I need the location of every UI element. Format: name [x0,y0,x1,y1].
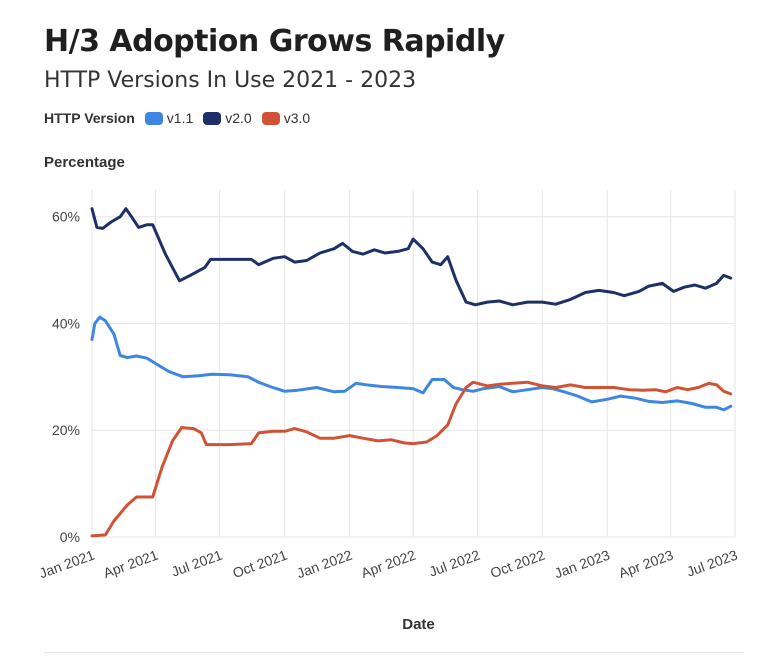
y-tick-label: 0% [60,529,80,545]
legend: HTTP Version v1.1 v2.0 v3.0 [44,110,320,126]
x-tick-label: Oct 2021 [230,546,289,581]
x-tick-label: Apr 2023 [616,546,675,581]
x-tick-label: Jul 2021 [169,546,224,579]
legend-swatch-v20 [203,111,222,125]
legend-label-v30: v3.0 [283,110,311,126]
y-axis-title: Percentage [44,154,125,171]
legend-label-v20: v2.0 [225,110,252,126]
footer-divider [44,652,744,653]
series-line-v11[interactable] [90,315,733,412]
x-tick-label: Oct 2022 [488,546,547,581]
series-line-v30[interactable] [90,380,733,538]
axis-labels-layer: 0%20%40%60%Jan 2021 Apr 2021 Jul 2021 Oct 2… [37,209,740,633]
series-line-v20[interactable] [90,207,733,307]
legend-item-v20[interactable]: v2.0 [203,110,252,126]
y-tick-label: 60% [52,209,80,225]
line-layer [90,207,733,538]
chart-subtitle: HTTP Versions In Use 2021 - 2023 [44,68,417,93]
chart-title: H/3 Adoption Grows Rapidly [44,24,505,59]
grid-layer [91,190,736,538]
x-tick-label: Apr 2021 [101,546,160,581]
legend-title: HTTP Version [44,110,135,126]
legend-swatch-v11 [144,111,163,125]
x-tick-label: Jul 2023 [684,546,739,579]
legend-label-v11: v1.1 [166,110,194,126]
legend-item-v11[interactable]: v1.1 [144,110,194,126]
x-tick-label: Jul 2022 [427,546,482,579]
y-tick-label: 20% [52,422,80,438]
x-tick-label: Jan 2021 [37,546,97,581]
legend-swatch-v30 [261,111,280,125]
legend-item-v30[interactable]: v3.0 [261,110,311,126]
y-tick-label: 40% [52,315,80,331]
x-tick-label: Jan 2023 [552,546,612,581]
x-tick-label: Jan 2022 [295,546,355,581]
x-tick-label: Apr 2022 [359,546,418,581]
x-axis-title: Date [402,616,435,633]
